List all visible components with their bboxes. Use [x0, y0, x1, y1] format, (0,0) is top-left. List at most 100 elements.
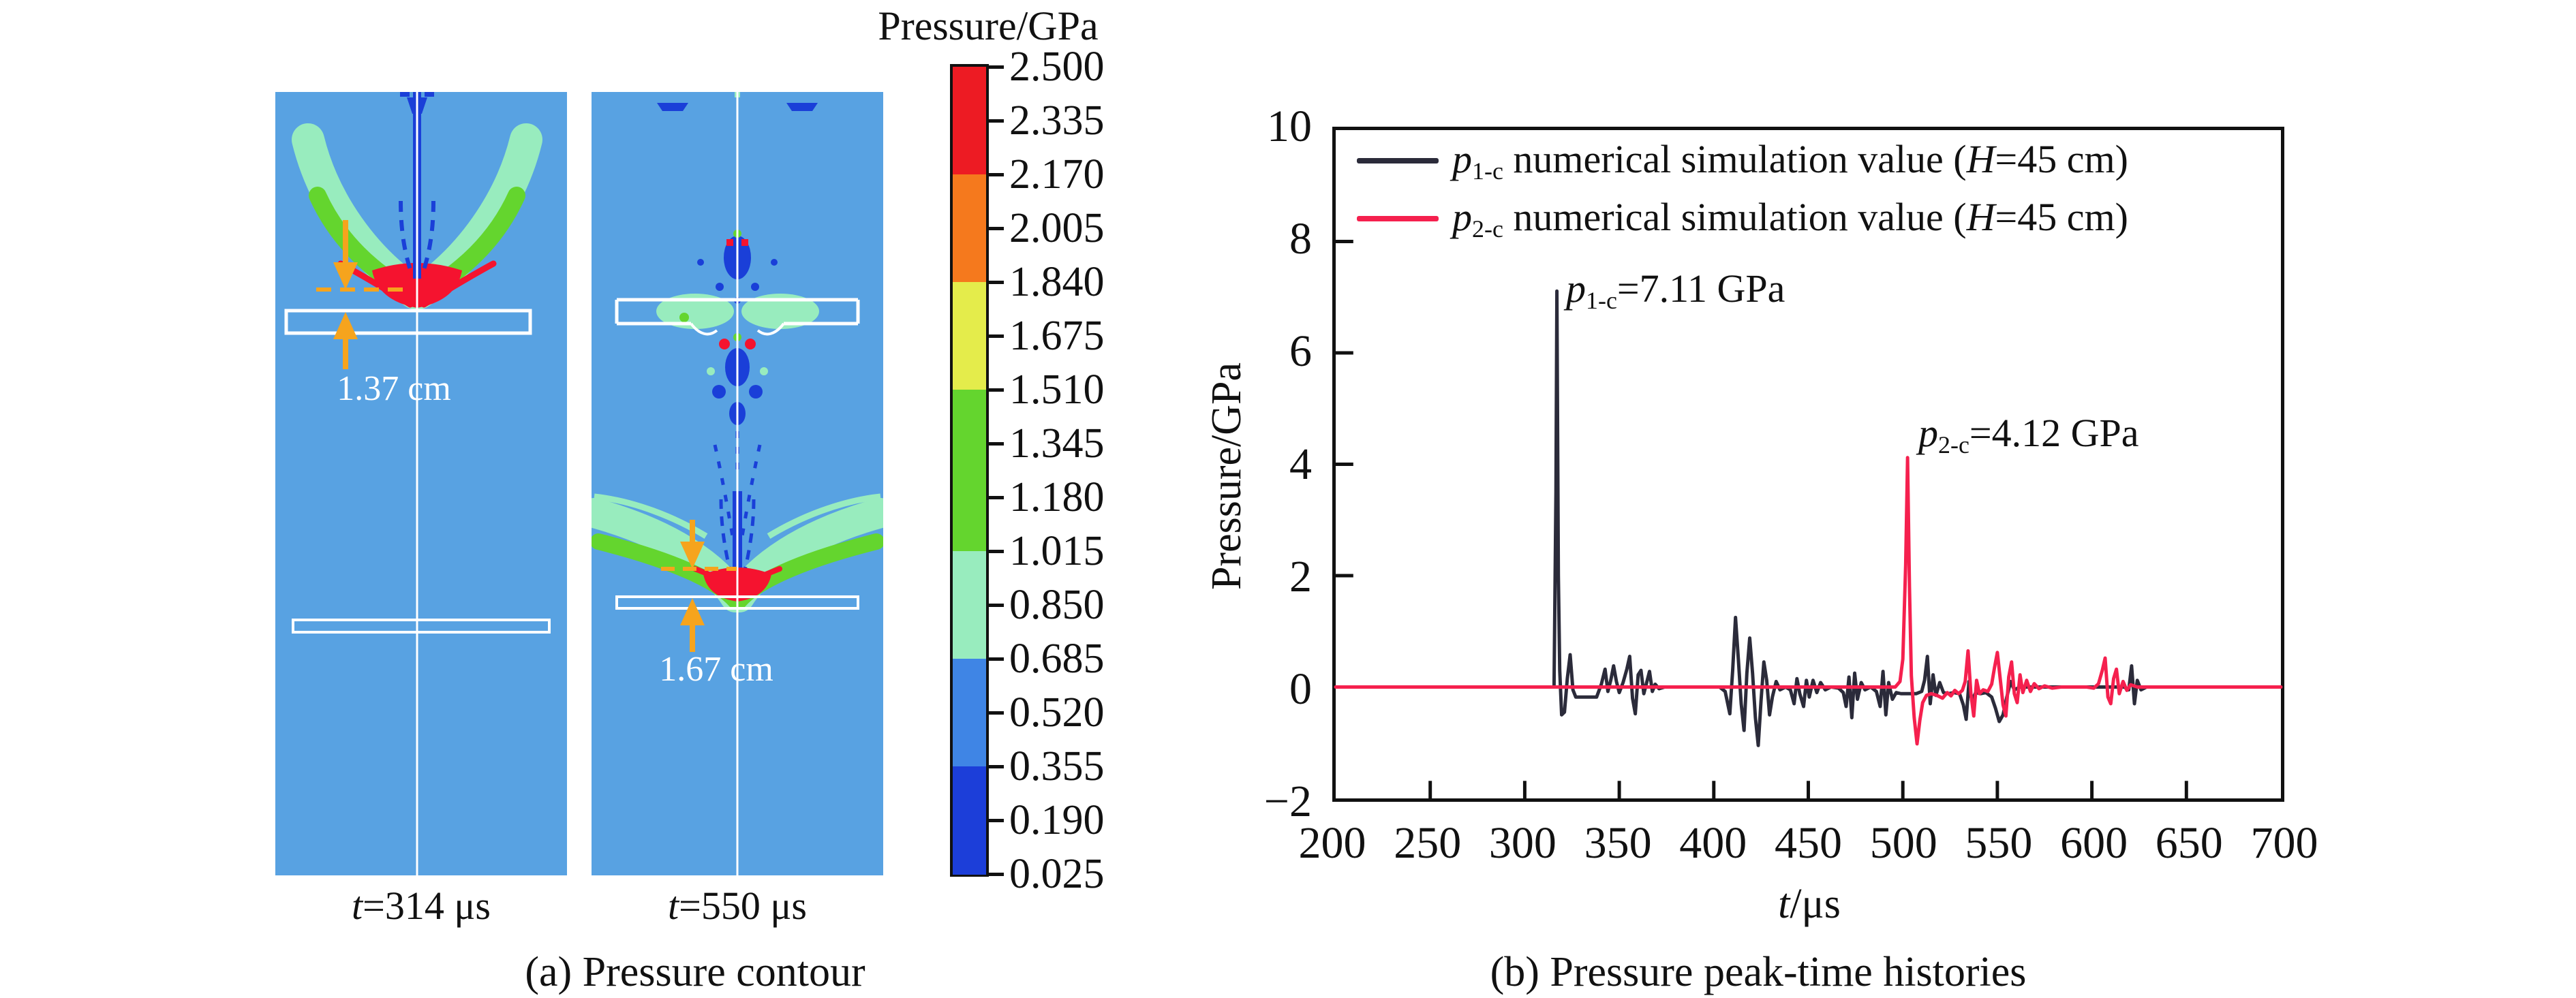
dimension-label-167: 1.67 cm — [659, 650, 773, 689]
colorbar-segment-12 — [953, 659, 986, 713]
debris-red-left — [719, 339, 730, 349]
colorbar-tick-label: 2.335 — [1009, 97, 1105, 144]
colorbar-tick — [989, 441, 1004, 446]
x-tick-label: 500 — [1869, 818, 1937, 868]
pressure-contour-t314: 1.37 cm — [275, 92, 567, 875]
legend-label-p1c: p1-c numerical simulation value (H=45 cm… — [1452, 137, 2128, 185]
x-tick-label: 650 — [2155, 818, 2223, 868]
colorbar-segment-1 — [953, 67, 986, 121]
colorbar-segment-5 — [953, 282, 986, 337]
colorbar-tick — [989, 172, 1004, 176]
jet-flank-dash-left — [399, 200, 413, 272]
target-plate-outline — [284, 309, 532, 335]
legend-line-sample-p2c — [1357, 216, 1439, 221]
colorbar-tick-label: 0.190 — [1009, 797, 1105, 843]
remnant-red-left — [726, 239, 733, 246]
colorbar-tick — [989, 388, 1004, 392]
colorbar-segment-10 — [953, 551, 986, 606]
remnant-red-right — [741, 239, 748, 246]
peak-annotation-p2c: p2-c=4.12 GPa — [1918, 411, 2139, 459]
colorbar-segment-4 — [953, 228, 986, 283]
colorbar-segment-14 — [953, 766, 986, 821]
colorbar-tick — [989, 711, 1004, 715]
time-symbol: t — [351, 884, 363, 928]
colorbar-segment-2 — [953, 121, 986, 175]
colorbar-tick-label: 2.005 — [1009, 205, 1105, 251]
dim-arrow-up-head — [680, 598, 705, 625]
x-tick-label: 300 — [1488, 818, 1557, 868]
time-label-t314: t=314 μs — [351, 884, 491, 928]
cavity-mark-right — [786, 103, 818, 111]
plate-mint-blob-right — [741, 294, 819, 329]
series-line-p1c — [1334, 289, 2283, 747]
colorbar-tick-label: 1.510 — [1009, 367, 1105, 413]
colorbar-tick-label: 1.675 — [1009, 313, 1105, 359]
colorbar-tick — [989, 818, 1004, 822]
dimension-label-137: 1.37 cm — [337, 369, 451, 408]
jet-flank-dash-right — [421, 200, 435, 272]
plate-mint-blob-left — [656, 294, 734, 329]
dim-arrow-up-head — [333, 312, 358, 339]
colorbar-tick — [989, 657, 1004, 661]
debris-blue-right — [749, 385, 763, 399]
series-line-p2c — [1334, 456, 2283, 746]
caption-panel-a: (a) Pressure contour — [525, 949, 865, 995]
dim-arrow-down-head — [680, 542, 705, 569]
y-tick-label: −2 — [1263, 777, 1312, 826]
remnant-dot-4 — [697, 259, 704, 266]
second-plate-outline — [292, 619, 551, 634]
plate-green-speck — [679, 313, 689, 322]
colorbar-tick-label: 1.015 — [1009, 528, 1105, 574]
symmetry-axis-line — [736, 92, 739, 875]
x-tick-label: 700 — [2250, 818, 2318, 868]
colorbar-tick — [989, 603, 1004, 607]
colorbar — [950, 64, 989, 877]
x-tick-label: 250 — [1394, 818, 1462, 868]
debris-mint-right — [760, 367, 768, 375]
colorbar-segment-8 — [953, 443, 986, 498]
x-tick-label: 600 — [2060, 818, 2128, 868]
colorbar-tick-label: 0.685 — [1009, 636, 1105, 682]
symmetry-axis-line — [416, 92, 418, 875]
remnant-dot-5 — [771, 259, 778, 266]
peak-annotation-p1c: p1-c=7.11 GPa — [1566, 266, 1785, 315]
colorbar-tick-label: 1.840 — [1009, 259, 1105, 305]
colorbar-segment-13 — [953, 713, 986, 767]
colorbar-segment-11 — [953, 605, 986, 659]
debris-red-right — [745, 339, 756, 349]
legend-line-sample-p1c — [1357, 158, 1439, 163]
jet-top-mark-left — [400, 92, 410, 97]
colorbar-tick — [989, 764, 1004, 768]
x-tick-label: 200 — [1298, 818, 1366, 868]
colorbar-tick — [989, 226, 1004, 230]
x-tick-label: 400 — [1679, 818, 1747, 868]
x-tick-label: 450 — [1775, 818, 1842, 868]
colorbar-tick — [989, 65, 1004, 69]
colorbar-segment-15 — [953, 820, 986, 875]
colorbar-segment-9 — [953, 497, 986, 552]
colorbar-segment-3 — [953, 174, 986, 229]
colorbar-tick-label: 0.355 — [1009, 743, 1105, 790]
remnant-dot-1 — [716, 283, 724, 291]
y-tick-label: 8 — [1289, 214, 1312, 264]
x-tick-label: 550 — [1965, 818, 2033, 868]
colorbar-tick — [989, 280, 1004, 284]
colorbar-tick-label: 0.850 — [1009, 582, 1105, 628]
caption-panel-b: (b) Pressure peak-time histories — [1490, 949, 2027, 995]
y-axis-label: Pressure/GPa — [1203, 362, 1250, 591]
legend-label-p2c: p2-c numerical simulation value (H=45 cm… — [1452, 195, 2128, 243]
colorbar-segment-7 — [953, 390, 986, 444]
colorbar-segment-6 — [953, 336, 986, 390]
colorbar-tick-label: 1.345 — [1009, 420, 1105, 467]
pressure-contour-t550: 1.67 cm — [592, 92, 883, 875]
plate-hook-right — [756, 322, 785, 336]
colorbar-title: Pressure/GPa — [878, 3, 1099, 48]
colorbar-tick — [989, 334, 1004, 338]
remnant-dot-2 — [751, 283, 759, 291]
debris-blue-left — [712, 385, 726, 399]
cavity-mark-left — [657, 103, 688, 111]
time-symbol: t — [667, 884, 679, 928]
time-label-t550: t=550 μs — [667, 884, 807, 928]
dim-arrow-down-head — [333, 262, 358, 290]
